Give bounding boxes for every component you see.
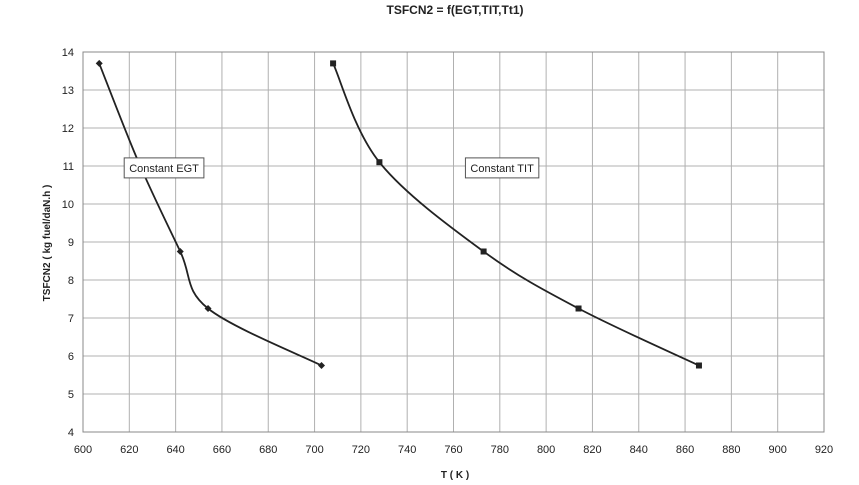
x-tick-label: 700 — [305, 444, 323, 456]
y-axis-label: TSFCN2 ( kg fuel/daN.h ) — [42, 185, 53, 302]
x-axis-label: T ( K ) — [441, 470, 469, 481]
annotations: Constant EGT Constant TIT — [123, 157, 540, 179]
data-point — [176, 248, 184, 255]
x-tick-label: 600 — [74, 444, 92, 456]
x-tick-label: 680 — [259, 444, 277, 456]
y-tick-label: 12 — [62, 123, 74, 135]
data-point — [575, 305, 582, 312]
y-tick-label: 5 — [68, 389, 74, 401]
y-tick-label: 6 — [68, 351, 74, 363]
x-tick-label: 900 — [769, 444, 787, 456]
x-tick-label: 780 — [491, 444, 509, 456]
series-line-2 — [332, 63, 700, 367]
data-point — [330, 60, 337, 67]
y-tick-label: 10 — [62, 199, 74, 211]
x-tick-label: 660 — [213, 444, 231, 456]
y-tick-label: 14 — [62, 47, 74, 59]
data-point — [376, 159, 383, 166]
grid — [82, 51, 825, 433]
series-line-1 — [98, 63, 322, 367]
y-tick-label: 11 — [63, 161, 74, 173]
y-tick-label: 4 — [68, 427, 74, 439]
series-layer — [95, 59, 702, 369]
x-tick-label: 820 — [583, 444, 601, 456]
plot-frame — [82, 51, 825, 433]
x-tick-label: 620 — [120, 444, 138, 456]
annotation-box: Constant TIT — [464, 157, 540, 179]
x-tick-label: 840 — [630, 444, 648, 456]
y-tick-label: 9 — [68, 237, 74, 249]
x-tick-label: 720 — [352, 444, 370, 456]
chart-title: TSFCN2 = f(EGT,TIT,Tt1) — [386, 3, 523, 17]
y-tick-label: 7 — [68, 313, 74, 325]
x-tick-label: 640 — [166, 444, 184, 456]
x-tick-label: 760 — [444, 444, 462, 456]
data-point — [318, 362, 326, 369]
data-point — [204, 305, 212, 312]
annotation-frame — [123, 157, 205, 179]
data-point — [95, 59, 103, 67]
x-tick-label: 860 — [676, 444, 694, 456]
x-tick-label: 740 — [398, 444, 416, 456]
data-point — [480, 248, 487, 255]
axis-ticks: 600 620 640 660 680 700 720 740 760 780 800 820 840 8… — [62, 47, 833, 456]
annotation-frame — [464, 157, 540, 179]
x-tick-label: 920 — [815, 444, 833, 456]
x-tick-label: 880 — [722, 444, 740, 456]
data-point — [695, 362, 702, 369]
annotation-label: Constant EGT — [129, 163, 199, 175]
annotation-box: Constant EGT — [123, 157, 205, 179]
annotation-label: Constant TIT — [470, 163, 534, 175]
x-tick-label: 800 — [537, 444, 555, 456]
y-tick-label: 13 — [62, 85, 74, 97]
y-tick-label: 8 — [68, 275, 74, 287]
